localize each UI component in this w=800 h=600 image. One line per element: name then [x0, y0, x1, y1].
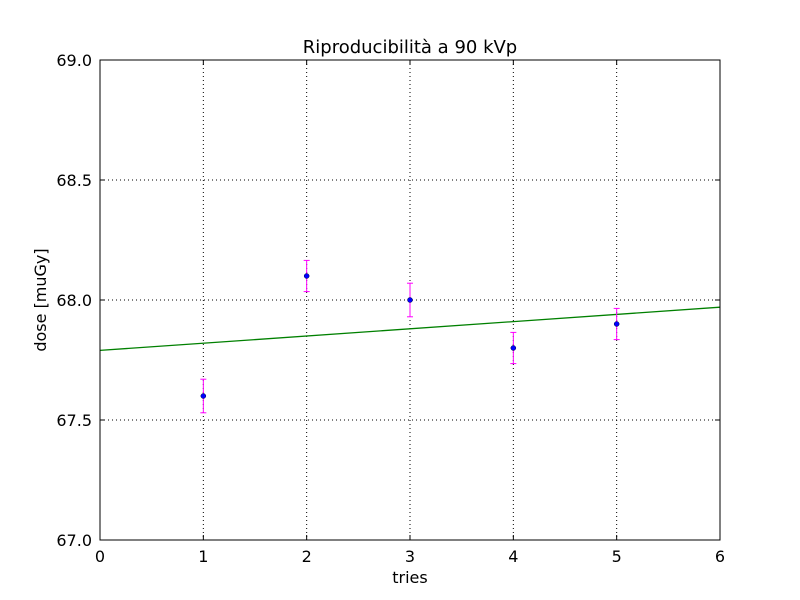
- x-tick-label: 3: [405, 547, 415, 566]
- y-tick-label: 67.5: [56, 411, 92, 430]
- chart-title: Riproducibilità a 90 kVp: [303, 37, 517, 58]
- data-point: [200, 393, 207, 399]
- data-points: [200, 273, 620, 399]
- y-tick-label: 68.5: [56, 171, 92, 190]
- x-tick-label: 5: [612, 547, 622, 566]
- x-axis-label: tries: [392, 568, 427, 587]
- data-point: [510, 345, 517, 351]
- y-tick-label: 68.0: [56, 291, 92, 310]
- y-axis-ticks: 67.0 67.5 68.0 68.5 69.0: [56, 51, 720, 550]
- x-axis-ticks: 0 1 2 3 4 5 6: [95, 60, 725, 566]
- y-axis-label: dose [muGy]: [31, 248, 50, 351]
- x-tick-label: 6: [715, 547, 725, 566]
- data-point: [613, 321, 620, 327]
- x-tick-label: 2: [302, 547, 312, 566]
- data-point: [303, 273, 310, 279]
- x-tick-label: 4: [508, 547, 518, 566]
- y-tick-label: 67.0: [56, 531, 92, 550]
- data-point: [407, 297, 413, 303]
- x-tick-label: 1: [198, 547, 208, 566]
- x-tick-label: 0: [95, 547, 105, 566]
- y-tick-label: 69.0: [56, 51, 92, 70]
